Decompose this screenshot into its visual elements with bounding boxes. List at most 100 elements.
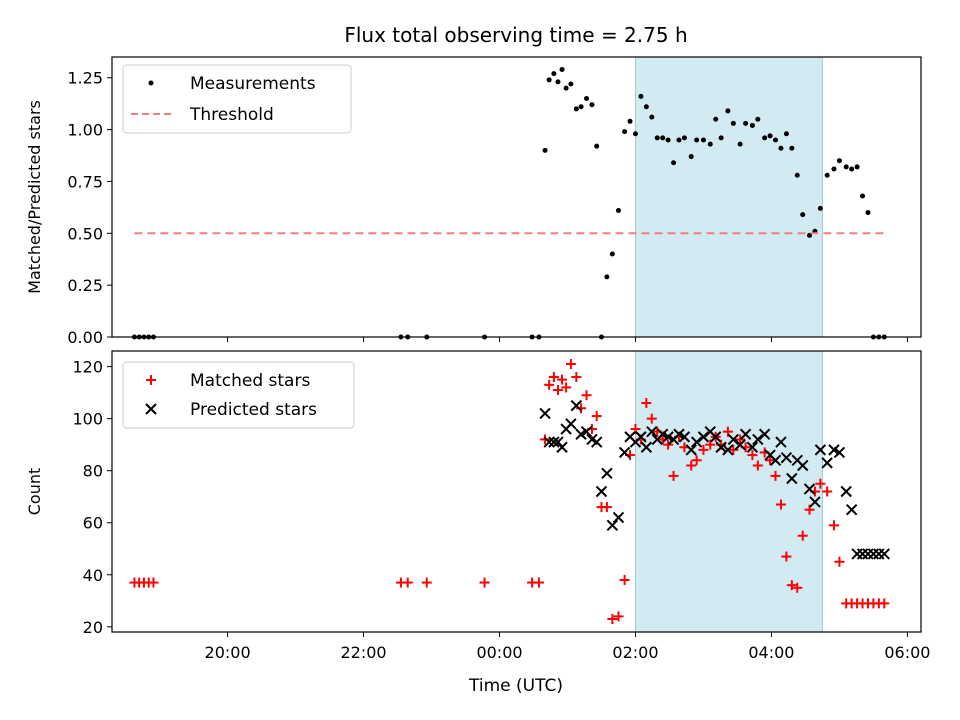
matched-stars-point (619, 574, 630, 585)
measurement-point (836, 158, 842, 164)
predicted-stars-point (758, 428, 771, 440)
matched-stars-legend-marker (146, 375, 156, 385)
predicted-stars-point (786, 472, 798, 485)
predicted-stars-point (543, 436, 555, 448)
measurement-point (718, 135, 724, 141)
measurement-point (676, 137, 682, 143)
y-tick-label: 0.50 (67, 224, 103, 243)
predicted-stars-point (769, 454, 782, 466)
measurement-point (594, 143, 600, 149)
measurement-point (688, 154, 694, 160)
measurement-point (627, 118, 633, 124)
matched-stars-point (421, 577, 432, 588)
matched-stars-point (479, 577, 490, 588)
ratio-y-axis-label: Matched/Predicted stars (25, 100, 44, 294)
measurement-point (800, 212, 806, 218)
threshold-legend-label: Threshold (189, 105, 274, 125)
measurement-point (615, 207, 621, 213)
count-panel-frame (111, 350, 922, 633)
matched-stars-point (698, 444, 709, 455)
predicted-stars-point (591, 436, 603, 448)
measurement-point (578, 104, 584, 110)
measurement-point (604, 274, 610, 280)
measurements-legend-label: Measurements (190, 74, 316, 94)
predicted-stars-point (570, 399, 583, 412)
measurement-point (555, 79, 561, 85)
measurement-point (622, 129, 628, 135)
matched-stars-point (686, 460, 697, 471)
measurement-point (584, 95, 590, 101)
measurement-point (681, 135, 687, 141)
matched-stars-point (581, 390, 592, 401)
measurement-point (755, 116, 761, 122)
matched-stars-point (747, 450, 758, 461)
predicted-stars-point (595, 485, 608, 498)
matched-stars-point (607, 613, 618, 624)
measurement-point (551, 71, 557, 77)
measurement-point (649, 114, 655, 120)
measurement-point (730, 120, 736, 126)
measurement-point (665, 137, 671, 143)
matched-stars-point (792, 582, 803, 593)
predicted-stars-point (565, 418, 577, 430)
matched-stars-point (879, 598, 890, 609)
measurement-point (542, 147, 548, 153)
observing-window-shade-top (634, 56, 823, 338)
measurement-point (546, 77, 552, 83)
y-tick-label: 40 (83, 566, 103, 585)
matched-stars-point (728, 444, 739, 455)
x-axis-label: Time (UTC) (468, 676, 563, 696)
measurement-point (713, 116, 719, 122)
matched-stars-point (548, 372, 559, 383)
predicted-stars-point (618, 446, 631, 459)
y-tick-label: 80 (83, 462, 103, 481)
predicted-stars-point (775, 436, 787, 448)
measurement-point (794, 172, 800, 178)
x-tick-label: 20:00 (205, 643, 251, 662)
predicted-stars-point (803, 483, 816, 495)
measurement-point (789, 145, 795, 151)
measurement-point (559, 66, 565, 72)
predicted-stars-point (752, 433, 764, 446)
predicted-stars-point (580, 425, 593, 438)
predicted-stars-point (640, 441, 653, 453)
matched-stars-point (752, 460, 763, 471)
observing-window-shade-bottom (634, 350, 823, 633)
matched-stars-point (571, 372, 582, 383)
ratio-panel-frame (111, 56, 922, 338)
predicted-stars-point (715, 441, 727, 453)
measurement-point (778, 145, 784, 151)
matched-stars-point (691, 455, 702, 466)
measurement-point (849, 166, 855, 172)
measurement-point (865, 210, 871, 216)
chart-title: Flux total observing time = 2.75 h (344, 23, 687, 47)
y-tick-label: 0.25 (67, 276, 103, 295)
matched-stars-point (735, 434, 746, 445)
matched-stars-point (402, 577, 413, 588)
measurement-point (767, 133, 773, 139)
measurement-point (743, 120, 749, 126)
measurement-point (660, 135, 666, 141)
matched-stars-point (544, 379, 555, 390)
x-tick-label: 02:00 (612, 643, 658, 662)
predicted-stars-point (833, 446, 846, 459)
matched-stars-point (663, 439, 674, 450)
x-tick-label: 04:00 (748, 643, 794, 662)
measurement-point (854, 164, 860, 170)
measurement-point (638, 93, 644, 99)
predicted-stars-point (678, 431, 691, 443)
measurement-point (725, 108, 731, 114)
x-tick-label: 00:00 (476, 643, 522, 662)
predicted-stars-point (646, 425, 658, 438)
predicted-stars-point (539, 407, 551, 420)
matched-stars-point (591, 411, 602, 422)
predicted-stars-point (739, 428, 752, 440)
measurement-point (749, 122, 755, 128)
measurement-point (762, 135, 768, 141)
matched-stars-point (613, 611, 624, 622)
measurement-point (654, 135, 660, 141)
measurement-point (694, 137, 700, 143)
matched-stars-point (565, 359, 576, 370)
predicted-stars-point (685, 444, 697, 456)
